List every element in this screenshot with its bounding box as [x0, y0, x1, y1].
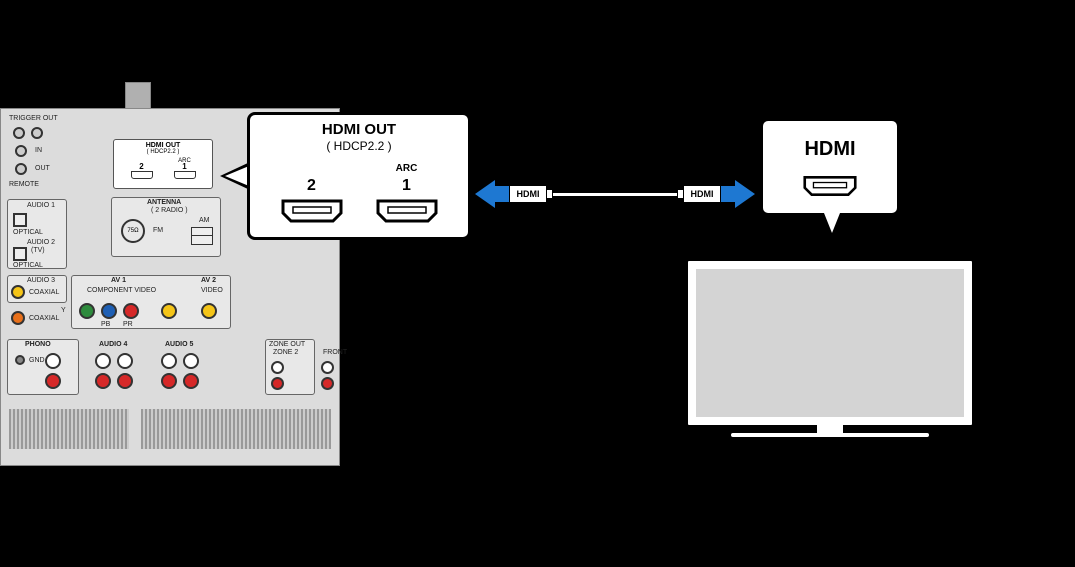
- label-y: Y: [61, 307, 66, 314]
- hdmi-port-1-icon: [376, 199, 438, 223]
- label-av1: AV 1: [111, 277, 126, 284]
- label-antenna-sub: ( 2 RADIO ): [151, 207, 188, 214]
- mini-hdmi-slot-1: [174, 171, 196, 179]
- label-antenna: ANTENNA: [147, 199, 181, 206]
- jack-zone-l: [271, 361, 284, 374]
- mini-hdmi-title: HDMI OUT: [114, 142, 212, 149]
- tv-hdmi-label: HDMI: [804, 138, 855, 161]
- arrow-right-stem: [721, 186, 735, 202]
- label-audio2: AUDIO 2: [27, 239, 55, 246]
- jack-y: [79, 303, 95, 319]
- label-out: OUT: [35, 165, 50, 172]
- hdmi-cable: HDMI HDMI: [475, 180, 755, 208]
- label-front: FRONT: [323, 349, 347, 356]
- label-audio5: AUDIO 5: [165, 341, 193, 348]
- antenna-fm-jack: 75Ω: [121, 219, 145, 243]
- jack-av2-video: [201, 303, 217, 319]
- arrow-left-icon: [475, 180, 495, 208]
- jack-a5-l2: [183, 353, 199, 369]
- hdmi-out-callout: HDMI OUT ( HDCP2.2 ) 2 ARC 1: [247, 112, 471, 240]
- label-coax1: COAXIAL: [29, 289, 59, 296]
- label-component: COMPONENT VIDEO: [87, 287, 156, 294]
- jack-pb: [101, 303, 117, 319]
- tv-hdmi-port-icon: [803, 175, 857, 197]
- label-optical1: OPTICAL: [13, 229, 43, 236]
- tv-stand: [730, 432, 930, 438]
- label-coax2: COAXIAL: [29, 315, 59, 322]
- label-fm: FM: [153, 227, 163, 234]
- label-zone2: ZONE 2: [273, 349, 298, 356]
- jack-a5-l: [161, 353, 177, 369]
- jack-a4-l2: [117, 353, 133, 369]
- mini-hdmi-out-box: HDMI OUT ( HDCP2.2 ) 2 ARC 1: [113, 139, 213, 189]
- label-av2: AV 2: [201, 277, 216, 284]
- hdmi-out-subtitle: ( HDCP2.2 ): [250, 139, 468, 153]
- hdmi-out-title: HDMI OUT: [250, 121, 468, 138]
- tv-screen: [696, 269, 964, 417]
- tv-neck: [816, 425, 844, 433]
- jack-coax1: [11, 285, 25, 299]
- jack-av1-video: [161, 303, 177, 319]
- jack-trigger1: [13, 127, 25, 139]
- label-gnd: GND: [29, 357, 45, 364]
- hdmi-port-1-num: 1: [402, 177, 411, 195]
- jack-coax2: [11, 311, 25, 325]
- panel-tab: [125, 82, 151, 110]
- port-optical1: [13, 213, 27, 227]
- jack-gnd: [15, 355, 25, 365]
- jack-remote-in: [15, 145, 27, 157]
- vent-1: [9, 409, 129, 449]
- label-optical2: OPTICAL: [13, 262, 43, 269]
- jack-front-l: [321, 361, 334, 374]
- label-pb: PB: [101, 321, 110, 328]
- mini-hdmi-sub: ( HDCP2.2 ): [114, 149, 212, 155]
- jack-phono-l: [45, 353, 61, 369]
- hdmi-port-1-col: ARC 1: [376, 163, 438, 223]
- label-in: IN: [35, 147, 42, 154]
- callout-pointer-right: [820, 214, 844, 240]
- antenna-am-terminal: [191, 227, 213, 245]
- label-remote: REMOTE: [9, 181, 39, 188]
- callout-pointer-left: [220, 162, 250, 190]
- label-zone: ZONE OUT: [269, 341, 305, 348]
- jack-a5-r2: [183, 373, 199, 389]
- jack-trigger2: [31, 127, 43, 139]
- jack-zone-r: [271, 377, 284, 390]
- label-phono: PHONO: [25, 341, 51, 348]
- jack-pr: [123, 303, 139, 319]
- label-trigger: TRIGGER OUT: [9, 115, 58, 122]
- jack-front-r: [321, 377, 334, 390]
- jack-a5-r: [161, 373, 177, 389]
- tv: [685, 258, 975, 444]
- label-audio4: AUDIO 4: [99, 341, 127, 348]
- hdmi-port-2-icon: [281, 199, 343, 223]
- label-audio1: AUDIO 1: [27, 202, 55, 209]
- jack-a4-r: [95, 373, 111, 389]
- hdmi-plug-right: HDMI: [683, 185, 721, 203]
- tv-frame: [685, 258, 975, 428]
- label-pr: PR: [123, 321, 133, 328]
- mini-hdmi-slot-2: [131, 171, 153, 179]
- mini-port-1-num: 1: [174, 162, 196, 171]
- cable-wire: [553, 192, 677, 197]
- vent-2: [141, 409, 331, 449]
- jack-remote-out: [15, 163, 27, 175]
- jack-a4-l: [95, 353, 111, 369]
- port-optical2: [13, 247, 27, 261]
- label-video: VIDEO: [201, 287, 223, 294]
- label-audio3: AUDIO 3: [27, 277, 55, 284]
- hdmi-port-1-arc: ARC: [396, 163, 418, 175]
- jack-a4-r2: [117, 373, 133, 389]
- hdmi-port-2-col: 2: [281, 163, 343, 223]
- tv-hdmi-callout: HDMI: [760, 118, 900, 216]
- hdmi-plug-left: HDMI: [509, 185, 547, 203]
- label-am: AM: [199, 217, 210, 224]
- mini-port-2-num: 2: [131, 162, 153, 171]
- jack-phono-r: [45, 373, 61, 389]
- hdmi-port-2-num: 2: [307, 177, 316, 195]
- label-audio2-sub: (TV): [31, 247, 45, 254]
- arrow-right-icon: [735, 180, 755, 208]
- arrow-left-stem: [495, 186, 509, 202]
